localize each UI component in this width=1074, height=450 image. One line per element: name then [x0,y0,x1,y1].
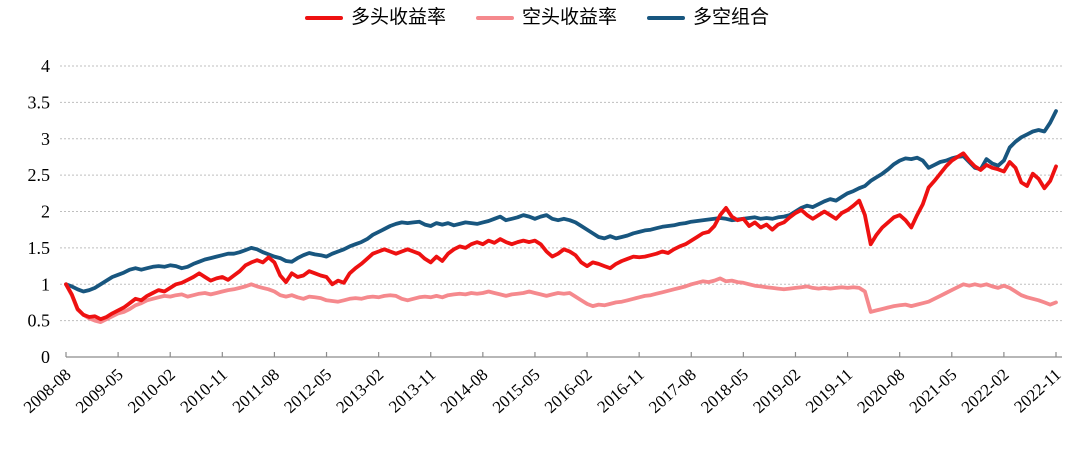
x-tick-label: 2013-11 [385,365,439,417]
y-tick-label: 0 [41,347,50,367]
x-tick-label: 2019-02 [749,365,804,417]
legend-line-swatch-blue [647,15,685,20]
short-return-line [64,276,1058,325]
x-tick-label: 2010-02 [124,365,179,417]
x-tick-label: 2008-08 [20,365,75,417]
y-tick-label: 1 [41,274,50,294]
x-tick-label: 2016-02 [541,365,596,417]
x-tick-label: 2017-08 [645,365,700,417]
x-tick-label: 2010-11 [177,365,231,417]
y-tick-label: 2 [41,202,50,222]
x-tick-label: 2018-05 [697,365,752,417]
legend-label: 空头收益率 [521,7,617,28]
x-tick-label: 2020-08 [854,365,909,417]
long-return-line [64,151,1058,322]
y-tick-label: 3.5 [28,92,51,112]
chart-legend: 多头收益率 空头收益率 多空组合 [0,8,1074,27]
legend-line-swatch-red [304,15,343,20]
legend-item-short-return: 空头收益率 [475,7,617,28]
x-tick-label: 2009-05 [72,365,127,417]
y-tick-label: 0.5 [28,311,51,331]
y-tick-label: 3 [41,129,50,149]
x-tick-label: 2019-11 [802,365,856,417]
long-short-combo-line [64,109,1058,294]
legend-label: 多空组合 [693,7,770,28]
y-tick-label: 2.5 [28,165,51,185]
x-tick-label: 2022-11 [1010,365,1064,417]
y-tick-label: 1.5 [28,238,51,258]
x-tick-label: 2016-11 [593,365,647,417]
x-tick-label: 2021-05 [906,365,961,417]
x-tick-label: 2015-05 [489,365,544,417]
legend-label: 多头收益率 [350,7,446,28]
legend-item-long-return: 多头收益率 [304,7,446,28]
x-tick-label: 2011-08 [229,365,283,417]
legend-line-swatch-pink [475,15,514,20]
y-tick-label: 4 [41,56,50,76]
x-tick-label: 2013-02 [332,365,387,417]
x-tick-label: 2022-02 [958,365,1013,417]
legend-item-long-short-combo: 多空组合 [647,8,769,27]
x-tick-label: 2012-05 [280,365,335,417]
x-tick-label: 2014-08 [437,365,492,417]
